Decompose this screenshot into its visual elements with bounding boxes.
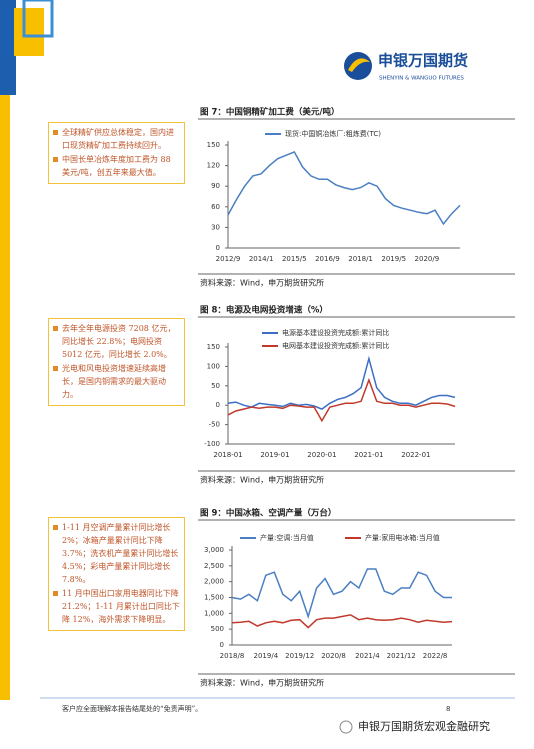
legend-label: 产量:空调:当月值 [260, 533, 314, 542]
x-tick-label: 2018-01 [213, 451, 242, 459]
legend-label: 产量:家用电冰箱:当月值 [365, 533, 440, 542]
y-tick-label: 2,500 [204, 562, 224, 570]
note: 11 月中国出口家用电器同比下降 21.2%；1-11 月累计出口同比下降 12… [53, 587, 180, 626]
disclaimer: 客户应全面理解本报告结尾处的“免责声明”。 [62, 704, 202, 713]
y-tick-label: 0 [220, 641, 224, 649]
note: 中国长单冶炼年度加工费为 88 美元/吨，创五年来最大值。 [53, 153, 180, 179]
page-number: 8 [446, 705, 450, 713]
wechat-icon [339, 720, 353, 734]
watermark: 申银万国期货宏观金融研究 [358, 719, 490, 733]
x-tick-label: 2019/5 [381, 255, 406, 263]
y-tick-label: 0 [216, 244, 220, 252]
x-tick-label: 2020-01 [307, 451, 336, 459]
y-tick-label: 30 [211, 223, 220, 231]
x-tick-label: 2021/12 [387, 652, 416, 660]
y-tick-label: 0 [216, 401, 220, 409]
figure-title: 图 7：中国铜精矿加工费（美元/吨） [200, 107, 339, 118]
logo-text: 申银万国期货 [378, 52, 468, 70]
deco-frame [22, 0, 54, 38]
note: 去年全年电源投资 7208 亿元，同比增长 22.8%；电网投资 5012 亿元… [53, 322, 180, 361]
y-tick-label: 3,000 [204, 546, 224, 554]
legend-label: 电源基本建设投资完成额:累计同比 [282, 328, 389, 337]
legend-label: 现货:中国铜冶炼厂:粗炼费(TC) [285, 129, 381, 138]
x-tick-label: 2021/4 [355, 652, 380, 660]
series-line [231, 568, 452, 619]
deco-block [0, 0, 16, 95]
source: 资料来源：Wind，申万期货研究所 [200, 475, 324, 485]
y-tick-label: 60 [211, 203, 220, 211]
y-tick-label: 500 [211, 625, 224, 633]
note-box: 全球精矿供应总体稳定，国内进口现货精矿加工费持续回升。 中国长单冶炼年度加工费为 … [48, 122, 185, 184]
y-tick-label: 2,000 [204, 578, 224, 586]
note-box: 去年全年电源投资 7208 亿元，同比增长 22.8%；电网投资 5012 亿元… [48, 318, 185, 406]
y-tick-label: 1,000 [204, 609, 224, 617]
note: 1-11 月空调产量累计同比增长 2%；冰箱产量累计同比下降 3.7%；洗衣机产… [53, 521, 180, 586]
series-line [231, 614, 453, 629]
x-tick-label: 2015/5 [282, 255, 307, 263]
y-tick-label: 150 [207, 141, 220, 149]
y-tick-label: 100 [207, 362, 220, 370]
y-tick-label: 150 [207, 343, 220, 351]
x-tick-label: 2016/9 [315, 255, 340, 263]
x-tick-label: 2020/8 [321, 652, 346, 660]
x-tick-label: 2014/1 [249, 255, 274, 263]
x-tick-label: 2022-01 [401, 451, 430, 459]
figure-title: 图 8：电源及电网投资增速（%） [200, 305, 328, 316]
deco-block [14, 8, 44, 56]
side-strip [0, 95, 10, 700]
note-box: 1-11 月空调产量累计同比增长 2%；冰箱产量累计同比下降 3.7%；洗衣机产… [48, 517, 185, 631]
x-tick-label: 2019/12 [285, 652, 314, 660]
x-tick-label: 2020/9 [415, 255, 440, 263]
y-tick-label: 50 [211, 382, 220, 390]
x-tick-label: 2021-01 [354, 451, 383, 459]
source: 资料来源：Wind，申万期货研究所 [200, 678, 324, 688]
source: 资料来源：Wind，申万期货研究所 [200, 278, 324, 288]
x-tick-label: 2018/8 [220, 652, 245, 660]
logo-icon [344, 52, 372, 80]
x-tick-label: 2019-01 [260, 451, 289, 459]
x-tick-label: 2019/4 [254, 652, 279, 660]
series-line [227, 377, 456, 423]
y-tick-label: 90 [211, 182, 220, 190]
figure-title: 图 9：中国冰箱、空调产量（万台） [200, 508, 336, 519]
y-tick-label: -100 [204, 440, 220, 448]
y-tick-label: -50 [209, 421, 220, 429]
x-tick-label: 2012/9 [216, 255, 241, 263]
series-line [227, 150, 461, 226]
logo-subtitle: SHENYIN & WANGUO FUTURES [379, 76, 464, 82]
legend-label: 电网基本建设投资完成额:累计同比 [282, 341, 389, 350]
y-tick-label: 1,500 [204, 594, 224, 602]
note: 光电和风电投资增速延续高增长，是国内铜需求的最大驱动力。 [53, 362, 180, 401]
note: 全球精矿供应总体稳定，国内进口现货精矿加工费持续回升。 [53, 126, 180, 152]
x-tick-label: 2018/1 [348, 255, 373, 263]
x-tick-label: 2022/8 [423, 652, 448, 660]
logo-icon [348, 58, 370, 72]
series-line [227, 355, 456, 410]
y-tick-label: 120 [207, 162, 220, 170]
